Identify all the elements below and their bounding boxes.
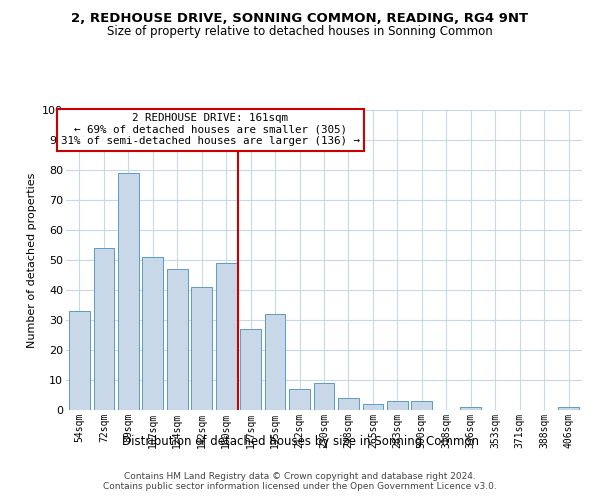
Text: 2, REDHOUSE DRIVE, SONNING COMMON, READING, RG4 9NT: 2, REDHOUSE DRIVE, SONNING COMMON, READI… [71, 12, 529, 26]
Bar [69, 311, 90, 410]
Bar [362, 404, 383, 410]
Bar [216, 263, 236, 410]
Text: 2 REDHOUSE DRIVE: 161sqm
← 69% of detached houses are smaller (305)
31% of semi-: 2 REDHOUSE DRIVE: 161sqm ← 69% of detach… [61, 113, 360, 146]
Bar [265, 314, 286, 410]
Bar [387, 401, 408, 410]
Bar [167, 269, 188, 410]
Y-axis label: Number of detached properties: Number of detached properties [26, 172, 37, 348]
Bar [338, 398, 359, 410]
Bar [191, 287, 212, 410]
Bar [314, 383, 334, 410]
Bar [289, 389, 310, 410]
Text: Contains HM Land Registry data © Crown copyright and database right 2024.: Contains HM Land Registry data © Crown c… [124, 472, 476, 481]
Bar [558, 407, 579, 410]
Text: Contains public sector information licensed under the Open Government Licence v3: Contains public sector information licen… [103, 482, 497, 491]
Text: Size of property relative to detached houses in Sonning Common: Size of property relative to detached ho… [107, 25, 493, 38]
Bar [142, 257, 163, 410]
Bar [240, 329, 261, 410]
Bar [412, 401, 432, 410]
Bar [460, 407, 481, 410]
Bar [94, 248, 114, 410]
Text: Distribution of detached houses by size in Sonning Common: Distribution of detached houses by size … [121, 434, 479, 448]
Bar [118, 173, 139, 410]
